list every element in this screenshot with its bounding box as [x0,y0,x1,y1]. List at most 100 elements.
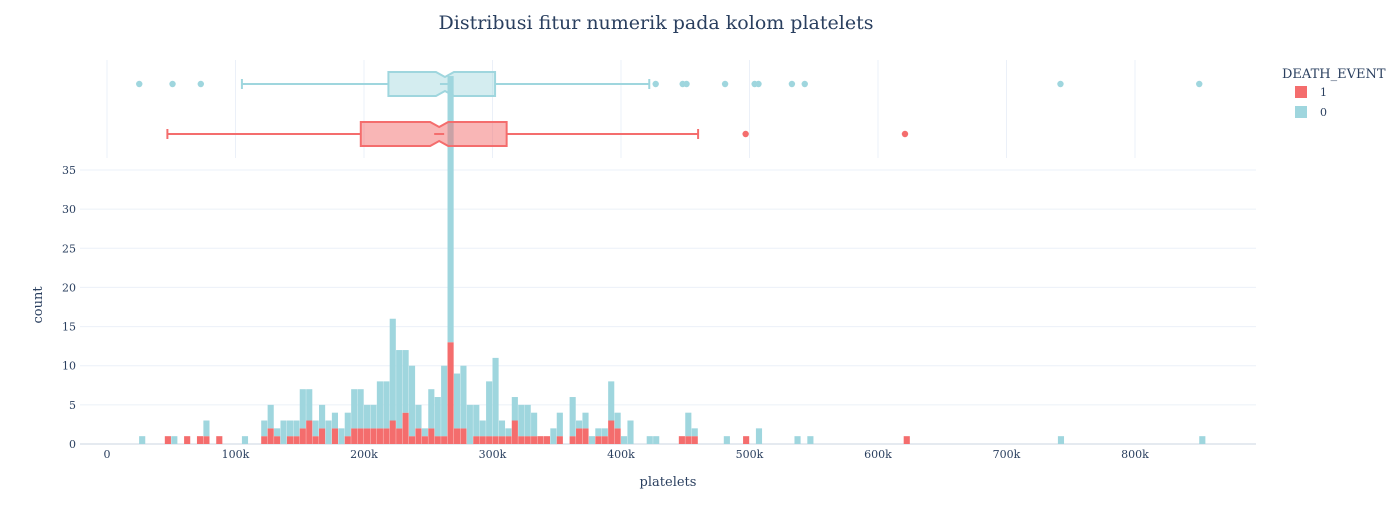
histogram-bar [396,428,403,444]
histogram-bar [614,412,621,429]
legend-item-1[interactable]: 1 [1295,86,1327,99]
histogram-bar [312,420,319,437]
legend[interactable]: DEATH_EVENT 1 0 [1282,67,1386,119]
histogram-bar [685,412,692,437]
histogram-bar [479,420,486,437]
histogram-bar [743,436,750,444]
boxplots [136,71,1203,147]
histogram-bar [415,404,422,429]
y-tick-label: 15 [62,321,76,334]
box-outlier-point [652,80,659,88]
histogram-bar [588,436,595,444]
histogram-bar [646,436,653,444]
histogram-bar [389,420,396,444]
histogram-bar [299,389,306,429]
histogram-bar [511,420,518,444]
histogram-bar [518,436,525,444]
x-tick-label: 800k [1121,448,1149,461]
histogram-bar [453,373,461,429]
histogram-bar [274,428,281,437]
histogram-bar [203,420,210,437]
histogram-bar [286,436,294,444]
histogram-bar [453,428,461,444]
histogram-bar [518,404,525,437]
histogram-bar [196,436,204,444]
box-outlier-point [197,80,205,88]
histogram-bar [569,397,576,437]
histogram-bar [794,436,801,444]
histogram-bar [473,404,480,437]
histogram-bar [383,381,390,429]
box-panel-grid [106,60,1136,158]
histogram-bar [441,436,448,444]
histogram-bar [601,436,608,444]
histogram-bar [543,436,551,444]
x-tick-label: 100k [222,448,250,461]
histogram-bar [319,404,326,429]
histogram-bar [486,381,493,437]
box-outlier-point [1196,80,1203,88]
histogram-bar [595,436,602,444]
histogram-bar [434,397,441,437]
histogram-bar [357,389,364,429]
histogram-bar [621,436,628,444]
histogram-bar [351,428,358,444]
histogram-bar [447,76,454,343]
histogram-bar [389,318,396,421]
x-tick-label: 300k [479,448,507,461]
histogram-bar [299,428,306,444]
histogram-bar [556,412,563,437]
histogram-bar [325,420,332,444]
histogram-bar [691,436,698,444]
x-axis-label: platelets [640,475,697,490]
histogram-bar [460,428,467,444]
histogram-bar [364,404,371,429]
histogram-bar [370,404,377,429]
histogram-bar [601,428,608,437]
histogram-bar [293,420,300,437]
histogram-bar [306,420,313,444]
y-tick-label: 30 [62,203,76,216]
box-outlier-point [742,130,749,138]
box-outlier-point [169,80,176,88]
histogram-bar [524,404,531,437]
histogram-bar [216,436,223,444]
histogram-bar [338,428,345,444]
histogram-bar [807,436,814,444]
histogram-bar [653,436,660,444]
histogram-bar [434,436,441,444]
legend-swatch [1295,86,1307,98]
box-outlier-point [788,80,796,88]
legend-swatch [1295,106,1307,118]
histogram-bar [498,436,506,444]
box-outlier-point [755,80,762,88]
y-tick-label: 5 [69,399,76,412]
y-tick-label: 10 [62,360,76,373]
legend-title: DEATH_EVENT [1282,67,1386,82]
histogram-bar [1057,436,1065,444]
histogram-bar [1199,436,1206,444]
histogram-bar [531,412,538,437]
histogram-bar [505,436,512,444]
boxplot-1 [166,121,909,147]
histogram-bar [312,436,319,444]
y-tick-label: 20 [62,281,76,294]
legend-label: 0 [1320,106,1327,119]
histogram-bar [396,350,403,429]
histogram-bar [441,365,448,437]
histogram-bar [402,412,409,444]
y-tick-label: 25 [62,242,76,255]
x-tick-label: 700k [993,448,1021,461]
histogram-bar [691,428,698,437]
histogram-bar [344,412,351,437]
legend-item-0[interactable]: 0 [1295,106,1327,119]
histogram-bar [492,436,499,444]
histogram-bars [139,76,1206,444]
histogram-bar [274,436,281,444]
histogram-bar [569,436,576,444]
histogram-bar [415,428,422,444]
histogram-bar [608,420,615,444]
histogram-bar [576,428,583,444]
